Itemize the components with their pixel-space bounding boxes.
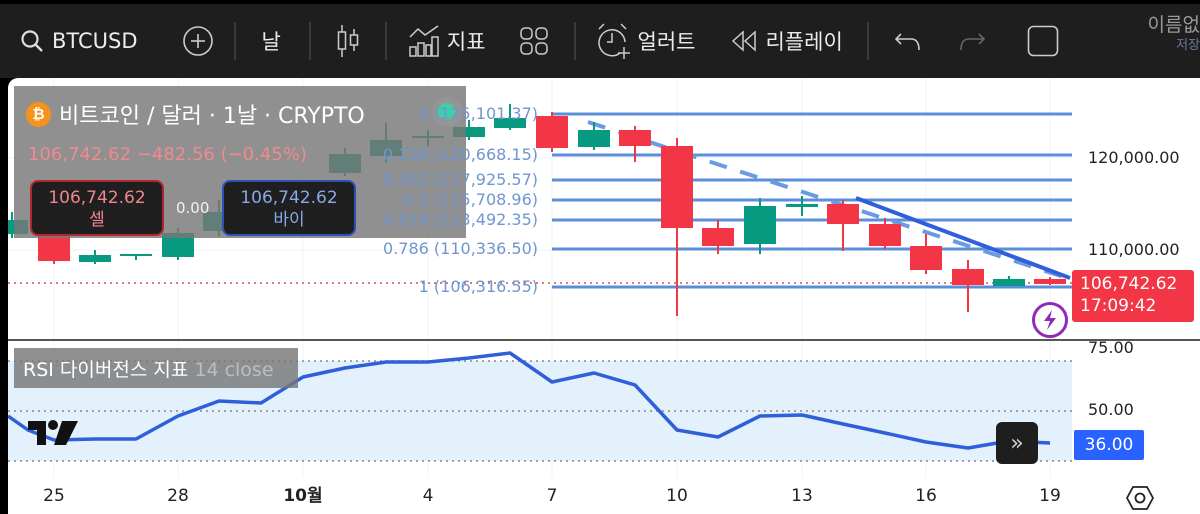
bar-countdown: 17:09:42 — [1080, 296, 1157, 316]
last-price-tag: 106,742.62 17:09:42 — [1072, 270, 1194, 322]
fib-label-0236: 0.236 (120,668.15) — [383, 145, 538, 164]
symbol-search[interactable]: BTCUSD — [20, 2, 138, 80]
chart-type-button[interactable] — [337, 2, 359, 80]
lightning-icon[interactable] — [1032, 302, 1068, 338]
compare-symbol-button[interactable] — [182, 2, 214, 80]
layout-name[interactable]: 이름없 저장 — [1140, 14, 1200, 53]
time-axis-label: 7 — [546, 486, 558, 506]
interval-button[interactable]: 날 — [262, 2, 281, 80]
search-icon — [20, 29, 44, 53]
legend-title[interactable]: ₿ 비트코인 / 달러 · 1날 · CRYPTO — [26, 98, 365, 130]
alarm-clock-icon — [596, 23, 630, 59]
settings-hex-icon[interactable] — [1125, 484, 1155, 514]
fib-label-0: 0 (125,101.37) — [418, 104, 538, 123]
undo-icon — [894, 30, 921, 52]
templates-button[interactable] — [519, 2, 548, 80]
layout-name-label: 이름없 — [1147, 14, 1200, 36]
price-axis-label: 110,000.00 — [1088, 240, 1180, 259]
symbol-title: 비트코인 / 달러 · 1날 · CRYPTO — [59, 104, 365, 129]
rsi-legend[interactable]: RSI 다이버전스 지표 14 close — [14, 348, 298, 388]
indicators-button[interactable]: 지표 — [409, 2, 486, 80]
rsi-axis-label: 75.00 — [1088, 338, 1134, 357]
toolbar-divider — [384, 22, 387, 60]
price-axis-label: 120,000.00 — [1088, 148, 1180, 167]
toolbar-divider — [233, 22, 236, 60]
grid-icon — [519, 27, 548, 55]
dashed-trendline[interactable] — [587, 120, 1071, 281]
symbol-legend[interactable]: ₿ 비트코인 / 달러 · 1날 · CRYPTO 106,742.62 −48… — [14, 86, 466, 238]
time-axis-label: 13 — [791, 486, 813, 506]
fib-label-0382: 0.382 (117,925.57) — [383, 170, 538, 189]
save-label: 저장 — [1176, 38, 1200, 53]
time-axis-label: 16 — [915, 486, 937, 506]
rewind-icon — [731, 30, 757, 52]
spread-value: 0.00 — [176, 199, 210, 217]
time-axis-label: 25 — [43, 486, 65, 506]
rsi-params: 14 close — [194, 359, 274, 381]
square-icon — [1027, 25, 1059, 57]
buy-button[interactable]: 106,742.62 바이 — [222, 180, 356, 236]
sell-label: 셀 — [89, 210, 105, 230]
double-chevron-right-icon: » — [1010, 430, 1024, 456]
plus-circle-icon — [182, 25, 214, 57]
scroll-to-realtime-button[interactable]: » — [996, 422, 1038, 464]
buy-label: 바이 — [273, 210, 305, 230]
redo-icon — [959, 30, 985, 52]
buy-price: 106,742.62 — [240, 188, 338, 208]
rsi-current-tag: 36.00 — [1074, 430, 1144, 460]
candles-icon — [337, 23, 359, 59]
market-status-icon[interactable] — [432, 97, 462, 127]
undo-button[interactable] — [894, 2, 921, 80]
toolbar-divider — [573, 22, 576, 60]
top-toolbar: BTCUSD 날 지표 — [0, 0, 1200, 78]
fib-label-1: 1 (106,316.55) — [418, 277, 538, 296]
last-price: 106,742.62 — [1080, 274, 1178, 294]
redo-button[interactable] — [959, 2, 985, 80]
fullscreen-button[interactable] — [1027, 2, 1059, 80]
fib-lines[interactable] — [552, 112, 1072, 289]
time-axis-label: 10 — [666, 486, 688, 506]
fib-label-0618: 0.618 (113,492.35) — [383, 210, 538, 229]
tradingview-logo-icon[interactable] — [26, 418, 80, 452]
replay-button[interactable]: 리플레이 — [731, 2, 843, 80]
replay-label: 리플레이 — [765, 30, 843, 54]
toolbar-divider — [866, 22, 869, 60]
chart-area[interactable]: ₿ 비트코인 / 달러 · 1날 · CRYPTO 106,742.62 −48… — [8, 78, 1200, 514]
indicators-label: 지표 — [446, 30, 486, 54]
price-change: 106,742.62 −482.56 (−0.45%) — [28, 144, 307, 165]
fib-label-05: 0.5 (115,708.96) — [403, 190, 538, 209]
alert-label: 얼러트 — [637, 30, 696, 54]
bitcoin-icon: ₿ — [26, 101, 51, 127]
alert-button[interactable]: 얼러트 — [596, 2, 696, 80]
sell-price: 106,742.62 — [48, 188, 146, 208]
rsi-axis-label: 50.00 — [1088, 400, 1134, 419]
indicators-icon — [409, 25, 439, 57]
time-axis-label: 28 — [167, 486, 189, 506]
sell-button[interactable]: 106,742.62 셀 — [30, 180, 164, 236]
toolbar-divider — [308, 22, 311, 60]
trendline[interactable] — [855, 196, 1071, 280]
time-axis-label: 19 — [1039, 486, 1061, 506]
time-axis-label: 10월 — [283, 486, 323, 506]
interval-label: 날 — [261, 30, 281, 54]
symbol-label: BTCUSD — [52, 29, 138, 53]
time-axis-label: 4 — [422, 486, 434, 506]
rsi-name: RSI 다이버전스 지표 — [23, 359, 189, 381]
fib-label-0786: 0.786 (110,336.50) — [383, 239, 538, 258]
rsi-line — [8, 351, 1051, 450]
